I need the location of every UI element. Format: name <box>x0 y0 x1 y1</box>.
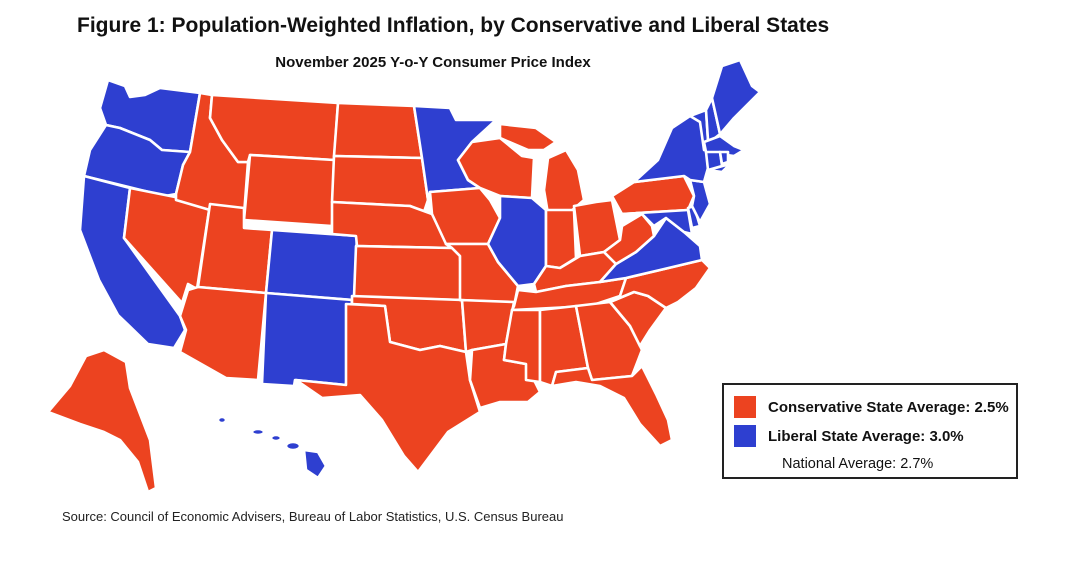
state-in <box>544 208 578 270</box>
swatch-conservative <box>734 396 756 418</box>
state-co <box>264 228 359 302</box>
state-ks <box>352 244 464 302</box>
state-ct <box>704 150 724 172</box>
figure-subtitle-text: November 2025 Y-o-Y Consumer Price Index <box>275 54 591 71</box>
state-me <box>710 58 762 136</box>
state-ri <box>718 150 730 166</box>
state-wv <box>602 212 656 266</box>
legend-item-national: National Average: 2.7% <box>782 453 933 475</box>
state-mt <box>208 93 340 164</box>
state-nd <box>332 101 424 160</box>
figure-title: Figure 1: Population-Weighted Inflation,… <box>77 14 830 37</box>
state-wy <box>242 153 336 228</box>
legend-item-liberal: Liberal State Average: 3.0% <box>734 425 964 447</box>
legend-label-liberal: Liberal State Average: 3.0% <box>768 427 964 445</box>
state-hi <box>216 415 328 480</box>
legend: Conservative State Average: 2.5% Liberal… <box>722 383 1018 479</box>
legend-item-conservative: Conservative State Average: 2.5% <box>734 396 1009 418</box>
legend-label-conservative: Conservative State Average: 2.5% <box>768 398 1009 416</box>
figure-subtitle: November 2025 Y-o-Y Consumer Price Index <box>0 54 1068 71</box>
state-fl <box>550 364 674 448</box>
states-layer <box>46 58 762 494</box>
state-tx <box>294 302 482 474</box>
swatch-liberal <box>734 425 756 447</box>
state-pa <box>610 174 696 216</box>
legend-label-national: National Average: 2.7% <box>782 456 934 472</box>
state-ak <box>46 348 158 494</box>
source-note: Source: Council of Economic Advisers, Bu… <box>62 509 564 524</box>
state-az <box>178 285 268 382</box>
state-nm <box>260 291 354 388</box>
state-il <box>486 194 548 288</box>
